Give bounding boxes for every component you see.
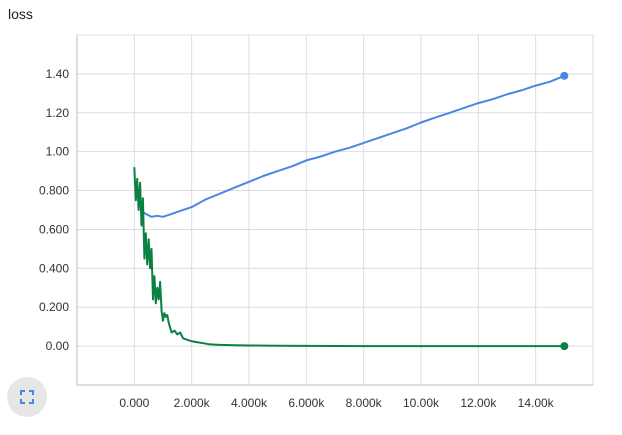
x-tick-label: 8.000k — [346, 396, 383, 410]
y-tick-label: 0.600 — [39, 222, 69, 236]
y-tick-labels: 0.00 0.200 0.400 0.600 0.800 1.00 1.20 1.40 — [39, 67, 69, 353]
fullscreen-icon — [20, 390, 34, 404]
x-tick-label: 0.000 — [119, 396, 149, 410]
grid-lines — [76, 34, 594, 386]
chart-title: loss — [8, 6, 33, 22]
series-line-run-2 — [133, 167, 565, 348]
y-tick-label: 0.200 — [39, 300, 69, 314]
x-tick-label: 4.000k — [231, 396, 268, 410]
x-tick-label: 12.00k — [460, 396, 497, 410]
series-line-run-1 — [139, 74, 565, 218]
y-tick-label: 1.00 — [46, 145, 70, 159]
y-tick-label: 0.00 — [46, 339, 70, 353]
x-tick-label: 14.00k — [518, 396, 555, 410]
y-tick-label: 1.40 — [46, 67, 70, 81]
y-tick-label: 0.400 — [39, 261, 69, 275]
x-tick-label: 6.000k — [288, 396, 325, 410]
series-endpoint-run-1 — [560, 71, 569, 80]
x-tick-label: 2.000k — [174, 396, 211, 410]
y-tick-label: 0.800 — [39, 184, 69, 198]
x-tick-label: 10.00k — [403, 396, 440, 410]
series-endpoint-run-2 — [560, 342, 569, 351]
axes — [76, 35, 593, 386]
expand-chart-button[interactable] — [7, 377, 47, 417]
x-tick-labels: 0.000 2.000k 4.000k 6.000k 8.000k 10.00k 12.00… — [119, 396, 554, 410]
series-lines — [133, 71, 569, 351]
y-tick-label: 1.20 — [46, 106, 70, 120]
